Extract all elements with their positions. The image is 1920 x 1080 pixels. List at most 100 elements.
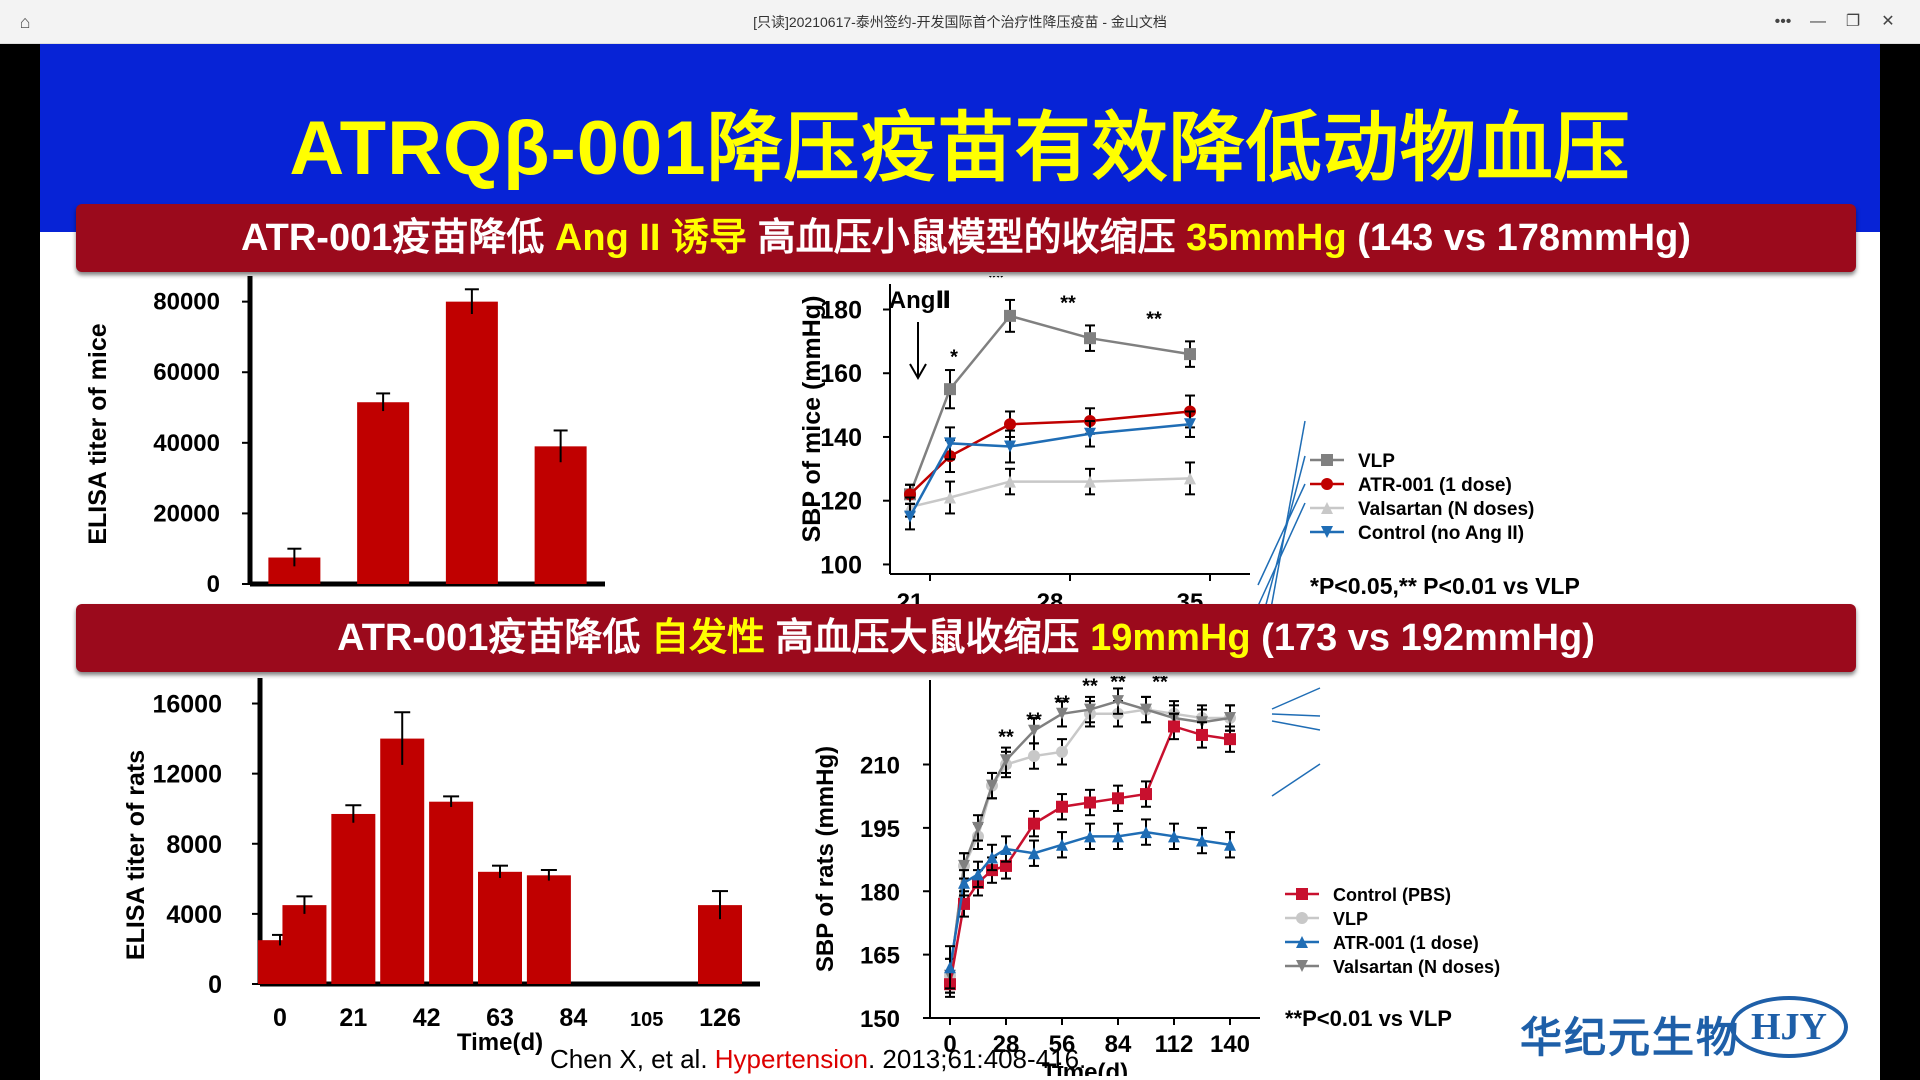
data-point: [1028, 817, 1040, 830]
banner-text: (173 vs 192mmHg): [1250, 617, 1595, 659]
data-point: [1000, 859, 1012, 872]
data-point: [1224, 838, 1236, 851]
x-tick-label: 140: [1210, 1031, 1250, 1058]
y-tick-label: 150: [860, 1006, 900, 1033]
data-point: [1004, 418, 1016, 431]
data-point: [1184, 348, 1196, 361]
y-tick-label: 120: [820, 488, 862, 516]
x-tick-label: 84: [1105, 1031, 1132, 1058]
annotation-label: AngⅡ: [889, 287, 951, 314]
more-options-icon[interactable]: •••: [1774, 13, 1792, 30]
data-point: [1004, 440, 1016, 453]
bar: [357, 402, 410, 584]
significance-mark: **: [1110, 676, 1126, 693]
significance-mark: **: [1152, 676, 1168, 693]
rats-elisa-chart: 0 4000 8000 12000 16000 0 21 42 63 84 105 126 Time(d…: [122, 678, 760, 1056]
data-point: [1112, 695, 1124, 708]
slide: ATRQβ-001降压疫苗有效降低动物血压 ATR-001疫苗降低 Ang II…: [40, 44, 1880, 1080]
banner-rats: ATR-001疫苗降低 自发性 高血压大鼠收缩压 19mmHg (173 vs …: [76, 604, 1856, 672]
y-tick-label: 160: [820, 360, 862, 388]
significance-mark: **: [1082, 676, 1098, 698]
data-point: [944, 491, 956, 504]
bar: [445, 301, 498, 584]
data-point: [1296, 912, 1308, 924]
data-point: [1056, 707, 1068, 720]
banner-highlight: Ang II 诱导: [554, 217, 748, 259]
y-tick-label: 210: [860, 753, 900, 780]
bar: [478, 871, 522, 984]
x-tick-label: 28: [993, 1031, 1020, 1058]
data-point: [1140, 788, 1152, 801]
banner-text: 高血压小鼠模型的收缩压: [747, 217, 1187, 259]
y-axis-label: ELISA titer of rats: [122, 750, 150, 960]
y-tick-label: 140: [820, 424, 862, 452]
data-point: [972, 868, 984, 881]
significance-note: *P<0.05,** P<0.01 vs VLP: [1310, 573, 1580, 599]
minimize-icon[interactable]: —: [1810, 13, 1826, 30]
mice-sbp-chart: 100120140160180212835Time(d)SBP of mice …: [798, 276, 1580, 666]
y-axis-label: SBP of rats (mmHg): [812, 746, 839, 972]
data-point: [1140, 703, 1152, 716]
y-tick-label: 100: [820, 551, 862, 579]
x-tick-label: 105: [630, 1009, 663, 1031]
legend-label: VLP: [1358, 451, 1395, 472]
bar: [380, 738, 425, 984]
data-point: [1004, 475, 1016, 488]
y-tick-label: 60000: [153, 359, 220, 386]
data-point: [1296, 960, 1308, 972]
title-bar: ⌂ [只读]20210617-泰州签约-开发国际首个治疗性降压疫苗 - 金山文档…: [0, 0, 1920, 44]
y-tick-label: 20000: [153, 500, 220, 527]
title-band: [40, 44, 1880, 232]
data-point: [1112, 792, 1124, 805]
banner-highlight: 35mmHg: [1186, 217, 1347, 259]
data-point: [944, 383, 956, 396]
x-tick-label: 56: [1049, 1031, 1076, 1058]
y-tick-label: 4000: [166, 901, 222, 929]
data-point: [1321, 526, 1333, 538]
data-point: [986, 851, 998, 864]
bar: [429, 801, 474, 984]
bar: [331, 813, 376, 984]
x-axis-label: Time(d): [1042, 1059, 1128, 1076]
x-tick-label: 21: [339, 1004, 367, 1032]
y-tick-label: 12000: [152, 761, 222, 789]
data-point: [958, 876, 970, 889]
x-tick-label: 0: [273, 1004, 287, 1032]
slide-title: ATRQβ-001降压疫苗有效降低动物血压: [289, 106, 1631, 191]
banner-text: 高血压大鼠收缩压: [764, 617, 1091, 659]
legend-label: Valsartan (N doses): [1333, 957, 1500, 977]
data-point: [1112, 830, 1124, 843]
company-logo: 华纪元生物 HJY: [1520, 996, 1860, 1066]
y-axis-label: ELISA titer of mice: [84, 323, 112, 544]
y-tick-label: 180: [820, 296, 862, 324]
bar: [526, 875, 571, 984]
significance-mark: **: [988, 276, 1004, 289]
data-point: [1084, 703, 1096, 716]
leader-line: [1271, 763, 1321, 797]
restore-icon[interactable]: ❐: [1845, 13, 1861, 30]
data-point: [1028, 724, 1040, 737]
x-axis-label: Time(d): [457, 1029, 543, 1056]
y-tick-label: 80000: [153, 289, 220, 316]
data-point: [1224, 733, 1236, 746]
x-tick-label: 126: [699, 1004, 741, 1032]
significance-mark: *: [950, 347, 958, 369]
close-icon[interactable]: ✕: [1881, 13, 1895, 30]
banner-highlight: 19mmHg: [1090, 617, 1251, 659]
data-point: [944, 437, 956, 450]
bar: [282, 905, 327, 984]
data-point: [1296, 936, 1308, 948]
home-icon[interactable]: ⌂: [19, 12, 31, 32]
y-tick-label: 16000: [152, 691, 222, 719]
y-tick-label: 195: [860, 816, 900, 843]
y-tick-label: 165: [860, 943, 900, 970]
data-point: [1168, 830, 1180, 843]
y-tick-label: 0: [207, 571, 220, 598]
legend-label: ATR-001 (1 dose): [1333, 933, 1479, 953]
banner-text: ATR-001疫苗降低: [337, 617, 651, 659]
data-point: [1084, 332, 1096, 345]
data-point: [1321, 454, 1333, 466]
significance-mark: **: [1054, 693, 1070, 715]
y-tick-label: 8000: [166, 831, 222, 859]
banner-highlight: 自发性: [650, 617, 765, 659]
